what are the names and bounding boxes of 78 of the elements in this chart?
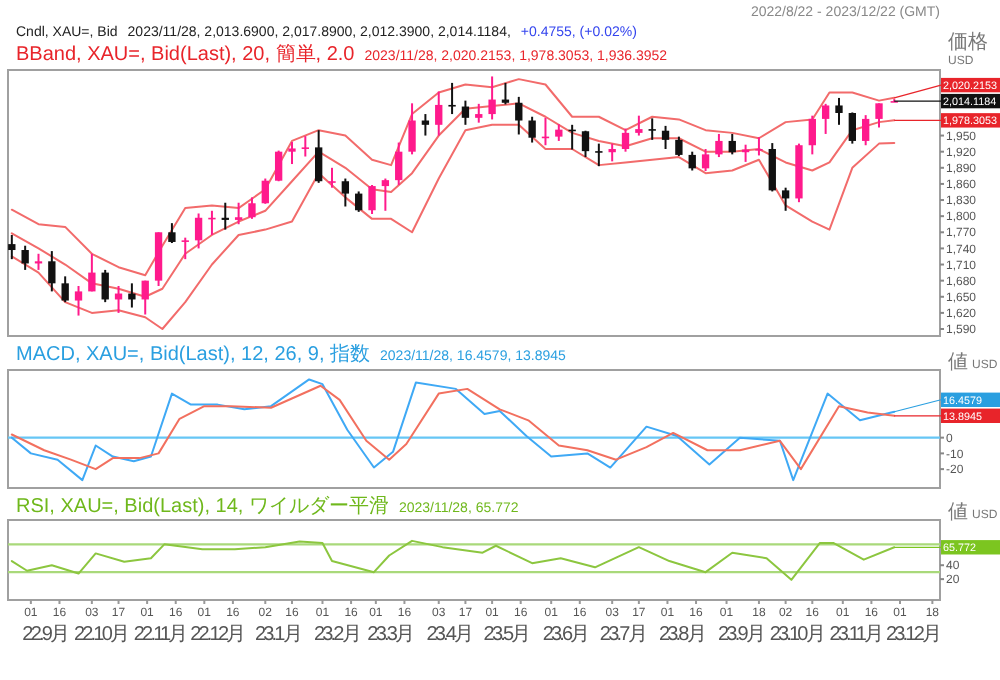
candlestick — [515, 95, 523, 136]
candlestick — [88, 252, 96, 293]
candlestick — [8, 233, 16, 261]
candlestick — [688, 150, 696, 172]
candlestick — [808, 114, 816, 156]
candlestick — [261, 177, 269, 205]
candlestick — [74, 285, 83, 317]
line-series — [10, 378, 896, 482]
candlestick — [595, 142, 603, 168]
candlestick — [488, 75, 496, 121]
candlestick — [48, 250, 56, 293]
candlestick — [141, 279, 149, 316]
candlestick — [194, 212, 203, 250]
candlestick — [301, 135, 309, 158]
candlestick — [875, 102, 883, 129]
candlestick — [315, 129, 323, 184]
text: BBand, XAU=, Bid(Last), 20, 簡単, 2.0 — [16, 42, 356, 66]
x2-tick-label: 23.2月 — [313, 624, 359, 646]
candlestick — [848, 111, 856, 145]
x2-tick-label: 23.8月 — [658, 624, 704, 646]
line-series — [10, 102, 896, 298]
candlestick — [635, 114, 643, 137]
candlestick — [21, 244, 29, 271]
x2-tick-label: 22.12月 — [190, 624, 244, 646]
candlestick — [862, 114, 870, 147]
candlestick — [288, 141, 296, 166]
x2-tick-label: 22.10月 — [73, 624, 128, 646]
x2-tick-label: 23.4月 — [426, 624, 472, 646]
candlestick — [835, 96, 843, 126]
candlestick — [234, 201, 243, 226]
candlestick — [395, 141, 403, 186]
candlestick — [61, 275, 69, 304]
x2-tick-label: 23.3月 — [367, 624, 413, 646]
candlestick — [755, 136, 763, 157]
candlestick — [341, 177, 350, 208]
candlestick — [621, 127, 630, 153]
candlestick — [381, 177, 390, 212]
x2-tick-label: 23.5月 — [483, 624, 529, 646]
candlestick — [728, 132, 736, 156]
candlestick — [181, 236, 189, 261]
x2-tick-label: 23.9月 — [718, 624, 763, 646]
x2-tick-label: 23.12月 — [885, 624, 940, 646]
candlestick — [448, 81, 456, 116]
line-series — [10, 78, 896, 277]
candlestick — [661, 124, 670, 150]
candlestick — [821, 102, 830, 135]
candlestick — [475, 102, 483, 124]
candlestick — [528, 115, 536, 144]
x2-tick-label: 23.6月 — [542, 624, 588, 646]
candlestick — [274, 149, 283, 183]
chart-title: MACD, XAU=, Bid(Last), 12, 26, 9, 指数 — [16, 342, 371, 366]
x2-tick-label: 22.11月 — [133, 624, 186, 646]
x2-tick-label: 23.1月 — [254, 624, 300, 646]
candlestick — [675, 135, 683, 157]
candlestick — [435, 90, 443, 137]
candlestick — [248, 196, 256, 220]
candlestick — [715, 132, 723, 159]
candlestick — [328, 166, 336, 189]
candlestick — [781, 186, 790, 212]
candlestick — [101, 268, 109, 304]
line-series — [10, 123, 896, 331]
candlestick — [128, 282, 136, 309]
line-series — [10, 539, 896, 581]
candlestick — [168, 222, 176, 245]
candlestick — [701, 147, 710, 173]
line-series — [10, 384, 896, 471]
x2-tick-label: 23.7月 — [599, 624, 645, 646]
candlestick — [581, 129, 590, 159]
candlestick — [355, 190, 363, 213]
candlestick — [648, 117, 656, 141]
chart-title: RSI, XAU=, Bid(Last), 14, ワイルダー平滑 — [16, 494, 389, 518]
candlestick — [461, 99, 470, 126]
x2-tick-label: 22.9月 — [22, 624, 68, 646]
candlestick — [408, 102, 416, 156]
candlestick — [768, 142, 776, 193]
x2-tick-label: 23.11月 — [829, 624, 882, 646]
candlestick — [368, 184, 376, 216]
x2-tick-label: 23.10月 — [769, 624, 823, 646]
